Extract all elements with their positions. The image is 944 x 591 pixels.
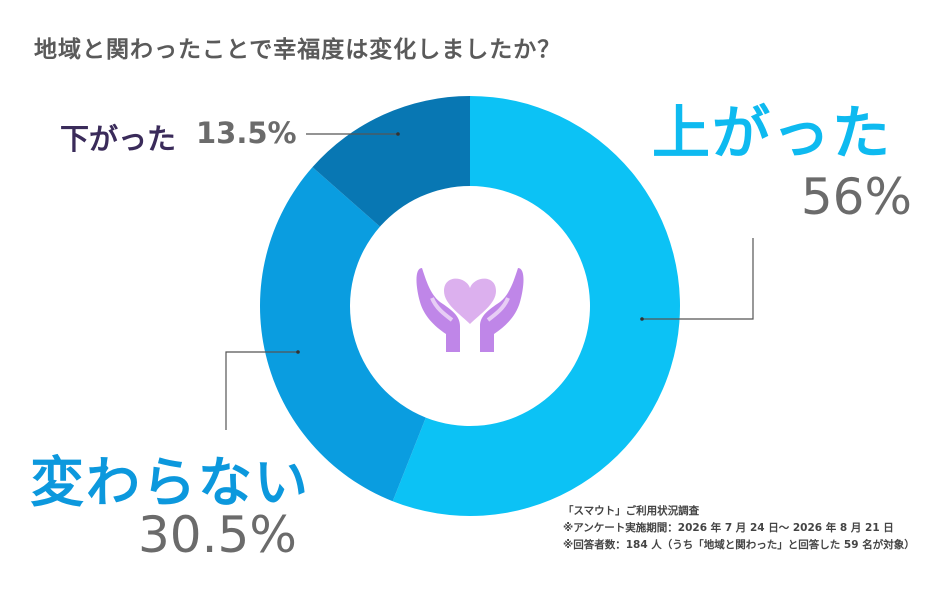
leader-line-up [642,238,754,320]
leader-line-up-dot [640,317,644,321]
slice-label-down: 下がった [60,122,177,156]
leader-line-same [225,351,298,430]
slice-label-same: 変わらない [30,451,310,514]
slice-value-same: 30.5% [138,506,297,564]
slice-value-up: 56% [800,168,912,226]
leader-line-down-dot [396,132,400,136]
slice-label-up: 上がった [652,99,893,167]
chart-title: 地域と関わったことで幸福度は変化しましたか？ [34,37,562,63]
slice-up [392,96,680,516]
leader-line-same-dot [296,350,300,354]
note-period: ※アンケート実施期間：2026 年 7 月 24 日～ 2026 年 8 月 2… [563,522,894,534]
survey-notes: 「スマウト」ご利用状況調査 ※アンケート実施期間：2026 年 7 月 24 日… [563,503,915,554]
slice-same [259,167,426,502]
note-source: 「スマウト」ご利用状況調査 [563,505,700,517]
slice-value-down: 13.5% [196,116,297,150]
slice-down [312,96,470,227]
note-respondents: ※回答者数：184 人（うち「地域と関わった」と回答した 59 名が対象） [563,539,915,551]
heart-in-hands-icon [416,268,524,352]
